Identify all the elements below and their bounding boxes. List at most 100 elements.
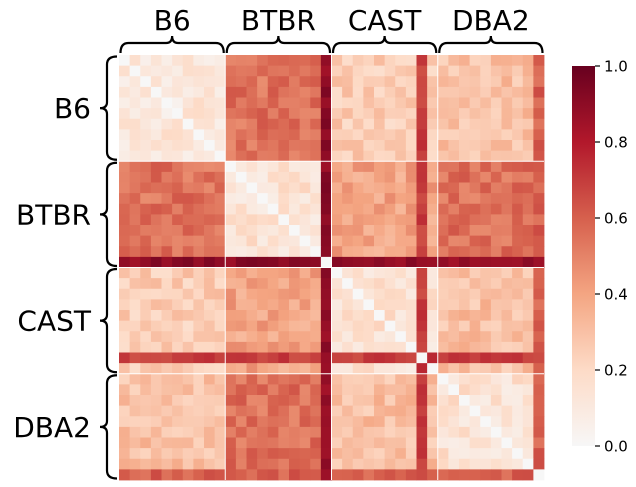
heatmap-cell	[480, 352, 492, 364]
heatmap-cell	[129, 448, 141, 460]
heatmap-cell	[363, 299, 375, 311]
heatmap-cell	[459, 246, 471, 258]
heatmap-cell	[374, 458, 386, 470]
heatmap-cell	[427, 140, 439, 152]
heatmap-cell	[257, 161, 269, 173]
heatmap-cell	[331, 225, 343, 237]
heatmap-cell	[416, 225, 428, 237]
heatmap-cell	[342, 256, 354, 268]
heatmap-cell	[395, 246, 407, 258]
heatmap-cell	[320, 256, 332, 268]
heatmap-cell	[267, 140, 279, 152]
heatmap-cell	[480, 214, 492, 226]
heatmap-cell	[172, 395, 184, 407]
heatmap-cell	[352, 320, 364, 332]
heatmap-cell	[480, 310, 492, 322]
heatmap-cell	[129, 256, 141, 268]
heatmap-cell	[416, 76, 428, 88]
heatmap-cell	[448, 395, 460, 407]
heatmap-cell	[427, 278, 439, 290]
heatmap-cell	[469, 171, 481, 183]
heatmap-cell	[204, 437, 216, 449]
heatmap-cell	[225, 97, 237, 109]
heatmap-cell	[225, 129, 237, 141]
heatmap-cell	[427, 225, 439, 237]
heatmap-cell	[416, 331, 428, 343]
heatmap-cell	[320, 437, 332, 449]
heatmap-cell	[172, 118, 184, 130]
heatmap-cell	[257, 341, 269, 353]
heatmap-cell	[416, 193, 428, 205]
heatmap-cell	[512, 97, 524, 109]
heatmap-cell	[278, 118, 290, 130]
heatmap-cell	[501, 363, 513, 375]
heatmap-cell	[278, 97, 290, 109]
heatmap-cell	[299, 118, 311, 130]
heatmap-cell	[416, 55, 428, 67]
heatmap-cell	[448, 108, 460, 120]
heatmap-cell	[363, 76, 375, 88]
heatmap-cell	[437, 129, 449, 141]
heatmap-cell	[480, 256, 492, 268]
heatmap-cell	[172, 448, 184, 460]
heatmap-cell	[310, 171, 322, 183]
heatmap-cell	[214, 214, 226, 226]
heatmap-cell	[374, 171, 386, 183]
heatmap-cell	[437, 150, 449, 162]
heatmap-cell	[246, 256, 258, 268]
heatmap-cell	[522, 448, 534, 460]
heatmap-cell	[459, 288, 471, 300]
heatmap-cell	[395, 288, 407, 300]
heatmap-cell	[384, 458, 396, 470]
heatmap-cell	[512, 426, 524, 438]
heatmap-cell	[363, 203, 375, 215]
heatmap-cell	[214, 171, 226, 183]
heatmap-cell	[459, 171, 471, 183]
heatmap-cell	[427, 214, 439, 226]
heatmap-cell	[320, 214, 332, 226]
heatmap-cell	[129, 384, 141, 396]
heatmap-cell	[490, 161, 502, 173]
heatmap-cell	[257, 76, 269, 88]
heatmap-cell	[267, 426, 279, 438]
heatmap-cell	[278, 437, 290, 449]
heatmap-cell	[395, 426, 407, 438]
heatmap-cell	[416, 203, 428, 215]
heatmap-cell	[459, 193, 471, 205]
heatmap-cell	[267, 246, 279, 258]
heatmap-cell	[225, 256, 237, 268]
heatmap-cell	[161, 86, 173, 98]
heatmap-cell	[331, 76, 343, 88]
heatmap-cell	[501, 118, 513, 130]
heatmap-cell	[257, 203, 269, 215]
heatmap-cell	[257, 214, 269, 226]
heatmap-cell	[150, 363, 162, 375]
heatmap-cell	[310, 469, 322, 481]
heatmap-cell	[235, 235, 247, 247]
heatmap-cell	[214, 405, 226, 417]
heatmap-cell	[501, 458, 513, 470]
heatmap-cell	[214, 373, 226, 385]
heatmap-cell	[161, 320, 173, 332]
heatmap-cell	[469, 278, 481, 290]
heatmap-cell	[384, 320, 396, 332]
heatmap-cell	[289, 171, 301, 183]
heatmap-cell	[533, 331, 545, 343]
heatmap-cell	[331, 426, 343, 438]
heatmap-cell	[331, 384, 343, 396]
heatmap-cell	[235, 310, 247, 322]
heatmap-cell	[278, 363, 290, 375]
heatmap-cell	[331, 108, 343, 120]
heatmap-cell	[129, 235, 141, 247]
heatmap-cell	[459, 235, 471, 247]
heatmap-cell	[363, 288, 375, 300]
heatmap-cell	[469, 193, 481, 205]
heatmap-cell	[204, 214, 216, 226]
heatmap-cell	[374, 235, 386, 247]
heatmap-cell	[469, 235, 481, 247]
heatmap-cell	[405, 448, 417, 460]
heatmap-cell	[267, 299, 279, 311]
heatmap-cell	[214, 256, 226, 268]
heatmap-cell	[384, 150, 396, 162]
